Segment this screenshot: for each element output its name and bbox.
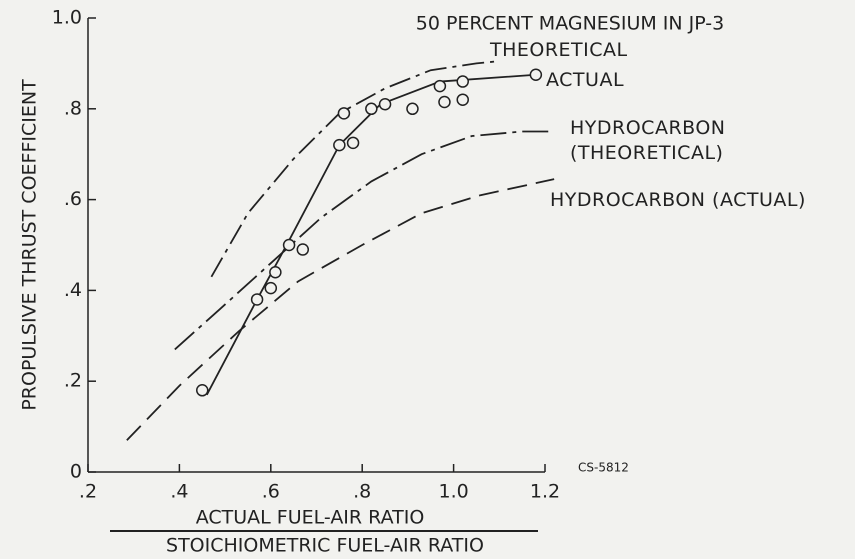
data-point (456, 75, 469, 88)
series-label: HYDROCARBON (THEORETICAL) (570, 117, 726, 164)
note: CS-5812 (578, 461, 629, 475)
data-point (333, 138, 346, 152)
data-point (346, 136, 360, 150)
data-point (438, 95, 451, 109)
y-tick-label: 0 (70, 461, 82, 483)
series-line (210, 60, 500, 278)
series-label: ACTUAL (546, 69, 625, 91)
data-point (282, 238, 296, 252)
data-point (378, 98, 392, 111)
x-tick-label: .2 (79, 481, 97, 503)
data-point (250, 293, 264, 306)
series-line (174, 130, 555, 351)
data-point (269, 265, 282, 279)
x-tick-label: .8 (353, 481, 371, 503)
data-point (264, 281, 278, 295)
y-tick-label: 1.0 (52, 7, 82, 29)
data-point (406, 102, 419, 116)
data-point (456, 93, 469, 106)
series-label: THEORETICAL (490, 39, 628, 61)
series-line (206, 73, 536, 396)
data-point (296, 243, 310, 256)
x-tick-label: 1.0 (438, 481, 468, 503)
data-point (365, 102, 378, 116)
data-point (433, 79, 447, 93)
data-point (337, 107, 351, 120)
x-axis-label: ACTUAL FUEL-AIR RATIO (196, 507, 425, 529)
y-tick-label: .6 (64, 188, 82, 210)
x-axis-label: STOICHIOMETRIC FUEL-AIR RATIO (166, 535, 484, 557)
chart-title: 50 PERCENT MAGNESIUM IN JP-3 (416, 13, 725, 35)
x-tick-label: 1.2 (530, 481, 560, 503)
series-label: HYDROCARBON (ACTUAL) (550, 189, 806, 211)
y-axis-label: PROPULSIVE THRUST COEFFICIENT (19, 79, 41, 411)
y-tick-label: .8 (64, 97, 82, 119)
x-tick-label: .6 (262, 481, 280, 503)
data-point (529, 68, 543, 81)
x-tick-label: .4 (170, 481, 188, 503)
y-tick-label: .2 (64, 370, 82, 392)
data-point (196, 384, 209, 397)
y-tick-label: .4 (64, 279, 82, 301)
series-line (126, 178, 555, 441)
